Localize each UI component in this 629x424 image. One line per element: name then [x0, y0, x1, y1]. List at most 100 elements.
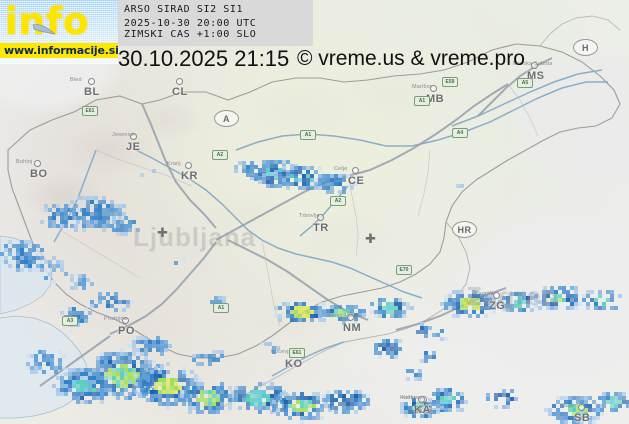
radar-echo-cell — [120, 352, 124, 356]
radar-echo-cell — [208, 362, 212, 366]
road-shield-a3: A3 — [62, 316, 78, 326]
radar-echo-cell — [76, 396, 80, 400]
radar-echo-cell — [108, 388, 112, 392]
radar-echo-cell — [334, 313, 338, 317]
radar-echo-cell — [16, 268, 20, 272]
radar-echo-cell — [578, 302, 582, 306]
radar-echo-cell — [278, 394, 282, 398]
radar-echo-cell — [522, 292, 526, 296]
radar-echo-cell — [592, 400, 596, 404]
radar-echo-cell — [174, 398, 178, 402]
radar-echo-cell — [440, 406, 444, 410]
radar-echo-cell — [306, 310, 310, 314]
radar-echo-cell — [286, 310, 290, 314]
radar-echo-cell — [86, 278, 90, 282]
radar-echo-cell — [312, 408, 316, 412]
radar-echo-cell — [378, 298, 382, 302]
radar-echo-cell — [274, 398, 278, 402]
radar-echo-cell — [20, 248, 24, 252]
radar-echo-cell — [78, 278, 82, 282]
radar-echo-cell — [74, 224, 78, 228]
radar-echo-cell — [318, 166, 322, 170]
header-localtime-line: ZIMSKI CAS +1:00 SLO — [124, 29, 257, 40]
radar-echo-cell — [452, 396, 456, 400]
road-shield-e59: E59 — [442, 77, 458, 87]
radar-echo-cell — [568, 416, 572, 420]
radar-echo-cell — [284, 392, 288, 396]
radar-echo-cell — [48, 216, 52, 220]
radar-echo-cell — [514, 304, 518, 308]
informacije-logo[interactable]: info www.informacije.si — [0, 0, 118, 64]
radar-echo-cell — [518, 304, 522, 308]
radar-echo-cell — [140, 173, 144, 177]
radar-echo-cell — [338, 178, 342, 182]
radar-echo-cell — [300, 416, 304, 420]
radar-echo-cell — [82, 282, 86, 286]
radar-echo-cell — [354, 402, 358, 406]
radar-echo-cell — [444, 388, 448, 392]
radar-echo-cell — [170, 390, 174, 394]
radar-echo-cell — [310, 186, 314, 190]
radar-echo-cell — [104, 368, 108, 372]
radar-echo-cell — [316, 396, 320, 400]
radar-echo-cell — [84, 319, 88, 323]
radar-echo-cell — [486, 397, 490, 401]
logo-url-band[interactable]: www.informacije.si — [0, 43, 118, 58]
radar-echo-cell — [298, 170, 302, 174]
radar-echo-cell — [150, 374, 154, 378]
radar-echo-cell — [394, 343, 398, 347]
radar-echo-cell — [330, 186, 334, 190]
radar-echo-cell — [296, 412, 300, 416]
radar-echo-cell — [192, 354, 196, 358]
radar-echo-cell — [298, 172, 302, 176]
radar-echo-cell — [86, 212, 90, 216]
radar-echo-cell — [148, 344, 152, 348]
radar-echo-cell — [60, 220, 64, 224]
radar-echo-cell — [258, 390, 262, 394]
radar-echo-cell — [96, 368, 100, 372]
radar-echo-cell — [484, 306, 488, 310]
radar-echo-cell — [342, 174, 346, 178]
radar-echo-cell — [366, 398, 370, 402]
radar-echo-cell — [122, 300, 126, 304]
radar-echo-cell — [72, 396, 76, 400]
radar-echo-cell — [506, 393, 510, 397]
radar-echo-cell — [158, 382, 162, 386]
radar-echo-cell — [448, 408, 452, 412]
radar-echo-cell — [310, 166, 314, 170]
radar-echo-cell — [254, 398, 258, 402]
radar-echo-cell — [74, 228, 78, 232]
radar-echo-cell — [220, 402, 224, 406]
radar-echo-cell — [464, 306, 468, 310]
radar-echo-cell — [178, 386, 182, 390]
radar-echo-cell — [494, 405, 498, 409]
radar-echo-cell — [318, 302, 322, 306]
radar-echo-cell — [76, 368, 80, 372]
radar-echo-cell — [338, 402, 342, 406]
radar-echo-cell — [266, 386, 270, 390]
radar-echo-cell — [334, 398, 338, 402]
radar-echo-cell — [460, 400, 464, 404]
radar-echo-cell — [162, 402, 166, 406]
radar-echo-cell — [568, 396, 572, 400]
radar-echo-cell — [444, 298, 448, 302]
radar-echo-cell — [170, 394, 174, 398]
radar-echo-cell — [228, 402, 232, 406]
radar-echo-cell — [196, 382, 200, 386]
radar-echo-cell — [28, 260, 32, 264]
radar-echo-cell — [622, 396, 626, 400]
radar-echo-cell — [92, 392, 96, 396]
radar-echo-cell — [98, 296, 102, 300]
radar-echo-cell — [24, 260, 28, 264]
radar-echo-cell — [322, 186, 326, 190]
radar-echo-cell — [82, 228, 86, 232]
header-utc-line: 2025-10-30 20:00 UTC — [124, 18, 257, 29]
radar-echo-cell — [622, 392, 626, 396]
radar-echo-cell — [456, 184, 460, 188]
radar-echo-cell — [254, 386, 258, 390]
radar-echo-cell — [448, 388, 452, 392]
radar-echo-cell — [326, 178, 330, 182]
radar-echo-cell — [320, 416, 324, 420]
radar-echo-cell — [100, 376, 104, 380]
radar-echo-cell — [238, 394, 242, 398]
